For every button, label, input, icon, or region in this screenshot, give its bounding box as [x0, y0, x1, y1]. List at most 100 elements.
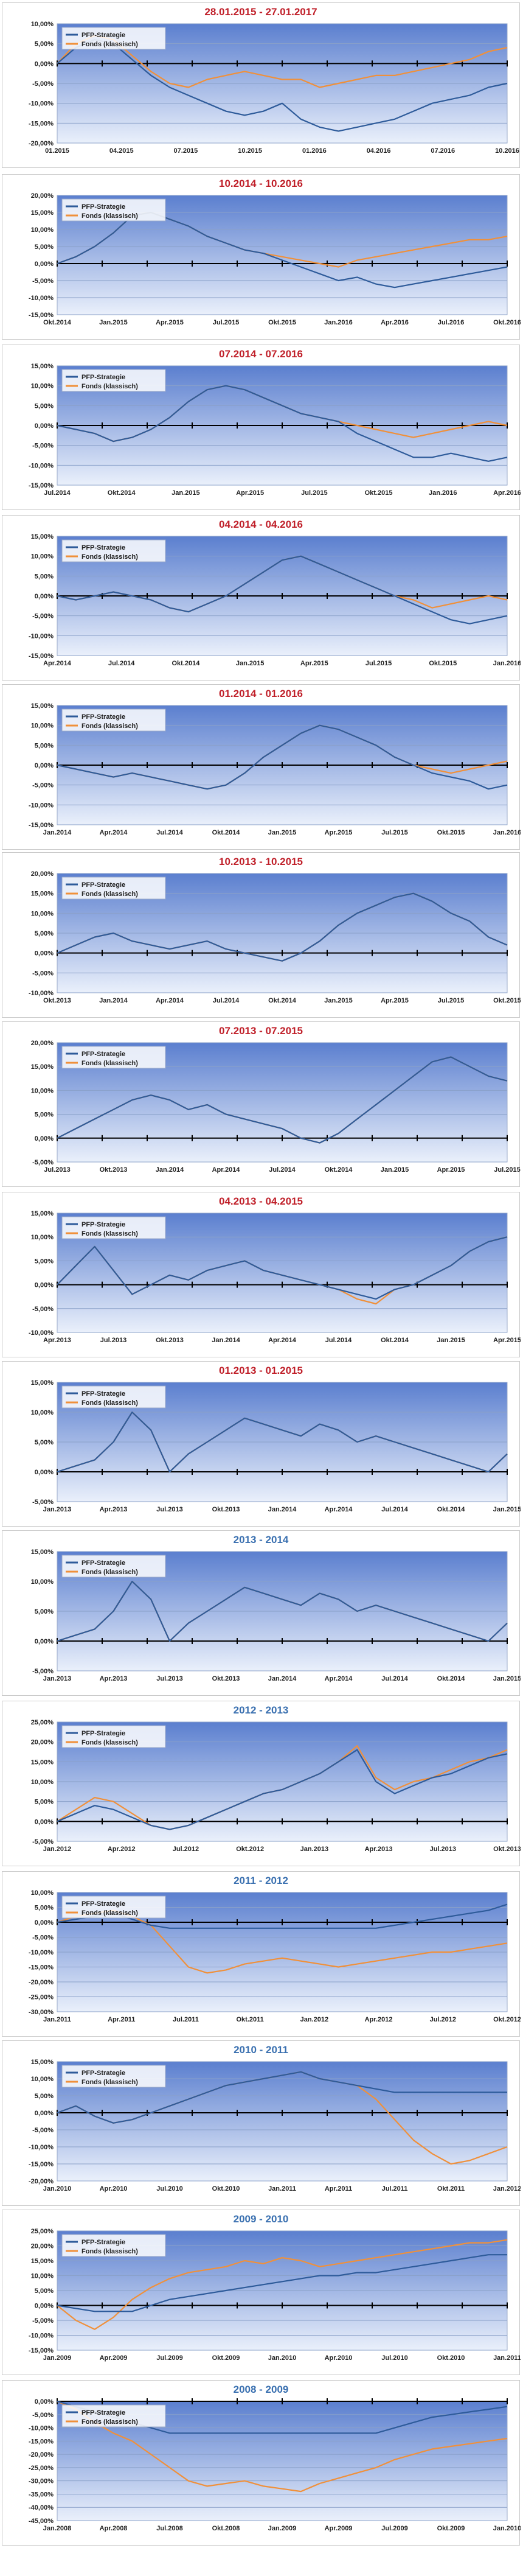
y-tick-label: 0,00% [35, 60, 54, 68]
legend-label-fonds: Fonds (klassisch) [81, 212, 138, 220]
x-tick-label: Okt.2013 [100, 1166, 128, 1174]
chart-panel: 15,00% 10,00% 5,00% 0,00% -5,00% -10,00% -15,0… [2, 684, 521, 850]
chart-svg: 0,00% -5,00% -10,00% -15,00% -20,00% -25,00% -… [29, 2398, 521, 2532]
x-tick-label: Jan.2014 [99, 997, 128, 1004]
legend-label-fonds: Fonds (klassisch) [81, 1230, 138, 1237]
y-tick-label: -15,00% [29, 1964, 54, 1972]
x-tick-label: Jan.2015 [171, 489, 199, 497]
x-tick-label: 01.2015 [45, 147, 69, 155]
chart-panel: 15,00% 10,00% 5,00% 0,00% -5,00% Jan.2013 Apr.… [2, 1361, 521, 1527]
y-tick-label: 0,00% [35, 422, 54, 430]
x-tick-label: Jul.2014 [325, 1337, 352, 1344]
x-tick-label: Jul.2015 [365, 660, 392, 667]
y-tick-label: 0,00% [35, 762, 54, 769]
x-tick-label: Jan.2009 [268, 2525, 296, 2532]
y-tick-label: 15,00% [31, 533, 54, 541]
x-tick-label: Jan.2015 [437, 1337, 465, 1344]
x-tick-label: Apr.2013 [365, 1846, 393, 1853]
x-tick-label: Jan.2012 [493, 2185, 521, 2193]
y-tick-label: -15,00% [29, 120, 54, 127]
y-tick-label: 20,00% [31, 1040, 54, 1047]
x-tick-label: Jan.2011 [493, 2354, 521, 2362]
x-tick-label: Okt.2013 [212, 1506, 240, 1513]
chart-title: 2009 - 2010 [233, 2213, 289, 2225]
y-tick-label: 15,00% [31, 1759, 54, 1766]
x-tick-label: Jul.2013 [430, 1846, 456, 1853]
x-tick-label: Jan.2008 [43, 2525, 71, 2532]
x-tick-label: Jan.2012 [300, 2016, 328, 2023]
series-line-pfp [57, 1580, 508, 1642]
x-tick-label: Jul.2008 [156, 2525, 182, 2532]
y-tick-label: 5,00% [35, 2287, 54, 2295]
legend-label-fonds: Fonds (klassisch) [81, 2248, 138, 2255]
legend-label-fonds: Fonds (klassisch) [81, 2079, 138, 2086]
x-tick-label: Jan.2016 [493, 660, 521, 667]
y-tick-label: -5,00% [32, 1668, 54, 1675]
x-tick-label: Apr.2013 [43, 1337, 71, 1344]
y-tick-label: -5,00% [32, 1306, 54, 1313]
legend-box [61, 1725, 166, 1748]
y-tick-label: -30,00% [29, 2478, 54, 2485]
x-tick-label: Jul.2016 [438, 319, 464, 326]
x-tick-label: Okt.2012 [493, 2016, 521, 2023]
x-tick-label: Jul.2012 [173, 1846, 199, 1853]
chart-title: 01.2014 - 01.2016 [218, 688, 303, 699]
x-tick-label: 07.2016 [431, 147, 455, 155]
y-tick-label: 15,00% [31, 1063, 54, 1071]
chart-panel: 15,00% 10,00% 5,00% 0,00% -5,00% -10,00% Apr.2… [2, 1192, 521, 1357]
legend-label-pfp: PFP-Strategie [81, 713, 125, 721]
y-tick-label: 5,00% [35, 1608, 54, 1615]
chart-svg: 15,00% 10,00% 5,00% 0,00% -5,00% -10,00% -15,0… [29, 702, 521, 836]
x-tick-label: Jan.2014 [43, 829, 72, 836]
chart-svg: 15,00% 10,00% 5,00% 0,00% -5,00%Jan.2013 Apr.… [31, 1379, 521, 1513]
series-line-pfp [57, 38, 508, 132]
x-tick-label: 07.2015 [174, 147, 198, 155]
y-tick-label: 10,00% [31, 383, 54, 390]
x-tick-label: Apr.2014 [325, 1675, 353, 1682]
x-tick-label: Jan.2013 [43, 1506, 71, 1513]
chart-svg: 15,00% 10,00% 5,00% 0,00% -5,00% -10,00% -15,0… [29, 2059, 521, 2193]
x-tick-label: Apr.2011 [108, 2016, 135, 2023]
x-tick-label: Apr.2012 [365, 2016, 393, 2023]
x-tick-label: Jan.2014 [268, 1506, 297, 1513]
legend-label-pfp: PFP-Strategie [81, 1390, 125, 1398]
x-tick-label: Jul.2015 [381, 829, 407, 836]
y-tick-label: -10,00% [29, 990, 54, 997]
legend-label-fonds: Fonds (klassisch) [81, 891, 138, 898]
y-tick-label: 10,00% [31, 1087, 54, 1094]
x-tick-label: Jan.2013 [300, 1846, 328, 1853]
x-tick-label: 01.2016 [302, 147, 327, 155]
y-tick-label: -15,00% [29, 2438, 54, 2445]
y-tick-label: -15,00% [29, 312, 54, 319]
y-tick-label: 10,00% [31, 1779, 54, 1786]
x-tick-label: Jul.2014 [44, 489, 71, 497]
y-tick-label: 0,00% [35, 1469, 54, 1476]
y-tick-label: -5,00% [32, 1934, 54, 1942]
legend-box [61, 1046, 166, 1069]
x-tick-label: Okt.2014 [212, 829, 241, 836]
x-tick-label: 10.2015 [238, 147, 262, 155]
y-tick-label: 5,00% [35, 1439, 54, 1446]
legend-label-pfp: PFP-Strategie [81, 1730, 125, 1737]
chart-panel: 20,00% 15,00% 10,00% 5,00% 0,00% -5,00% Jul.20… [2, 1021, 521, 1187]
chart-title: 07.2013 - 07.2015 [218, 1025, 303, 1037]
chart-title: 2013 - 2014 [233, 1534, 289, 1545]
y-tick-label: -15,00% [29, 2347, 54, 2354]
y-tick-label: 5,00% [35, 243, 54, 251]
x-tick-label: Apr.2011 [325, 2185, 352, 2193]
x-tick-label: Okt.2016 [493, 319, 521, 326]
x-tick-label: 10.2016 [495, 147, 519, 155]
legend-label-pfp: PFP-Strategie [81, 374, 125, 381]
chart-svg: 25,00% 20,00% 15,00% 10,00% 5,00% 0,00% -5,00%… [29, 2228, 521, 2362]
x-tick-label: Okt.2014 [268, 997, 297, 1004]
x-tick-label: Jul.2011 [173, 2016, 199, 2023]
y-tick-label: -30,00% [29, 2009, 54, 2016]
y-tick-label: -5,00% [32, 2317, 54, 2325]
x-tick-label: Apr.2016 [493, 489, 521, 497]
y-tick-label: -5,00% [32, 782, 54, 789]
y-tick-label: -5,00% [32, 278, 54, 285]
legend-box [61, 2065, 166, 2088]
legend-label-pfp: PFP-Strategie [81, 2409, 125, 2417]
chart-panel: 0,00% -5,00% -10,00% -15,00% -20,00% -25,00% -… [2, 2380, 521, 2546]
